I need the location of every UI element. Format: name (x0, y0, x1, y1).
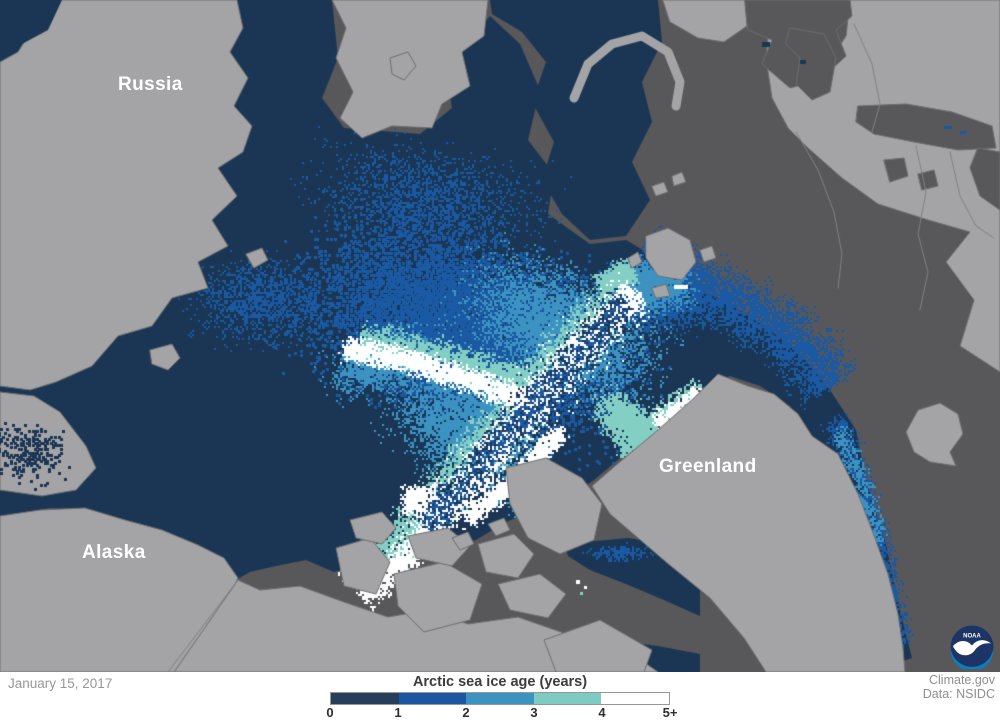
date-label: January 15, 2017 (8, 676, 113, 691)
legend-segment-0 (331, 693, 399, 704)
legend-tick-1: 1 (394, 705, 402, 720)
footer-bar: January 15, 2017 Arctic sea ice age (yea… (0, 672, 1000, 720)
legend-title: Arctic sea ice age (years) (412, 674, 588, 690)
attribution-data-nsidc: Data: NSIDC (922, 687, 995, 701)
legend-segment-4 (601, 693, 669, 704)
noaa-logo: NOAA (950, 625, 994, 669)
legend-tick-3: 3 (530, 705, 538, 720)
ice-age-legend: Arctic sea ice age (years) 0 1 2 3 4 5+ (326, 672, 677, 720)
map-label-russia: Russia (118, 74, 183, 95)
attribution-climate-gov: Climate.gov (929, 673, 995, 687)
legend-tick-4: 4 (598, 705, 606, 720)
map-label-greenland: Greenland (659, 456, 757, 477)
legend-tick-0: 0 (326, 705, 334, 720)
legend-segment-2 (466, 693, 534, 704)
map-label-alaska: Alaska (82, 542, 146, 563)
legend-segment-1 (398, 693, 467, 704)
attribution: Climate.gov Data: NSIDC (923, 673, 995, 701)
noaa-gull-icon (953, 640, 991, 656)
legend-ticks: 0 1 2 3 4 5+ (326, 705, 677, 720)
arctic-map-canvas (0, 0, 1000, 672)
legend-segment-3 (533, 693, 602, 704)
legend-colorbar (330, 692, 670, 705)
legend-tick-5+: 5+ (662, 705, 678, 720)
noaa-logo-text: NOAA (963, 634, 981, 640)
legend-tick-2: 2 (462, 705, 470, 720)
